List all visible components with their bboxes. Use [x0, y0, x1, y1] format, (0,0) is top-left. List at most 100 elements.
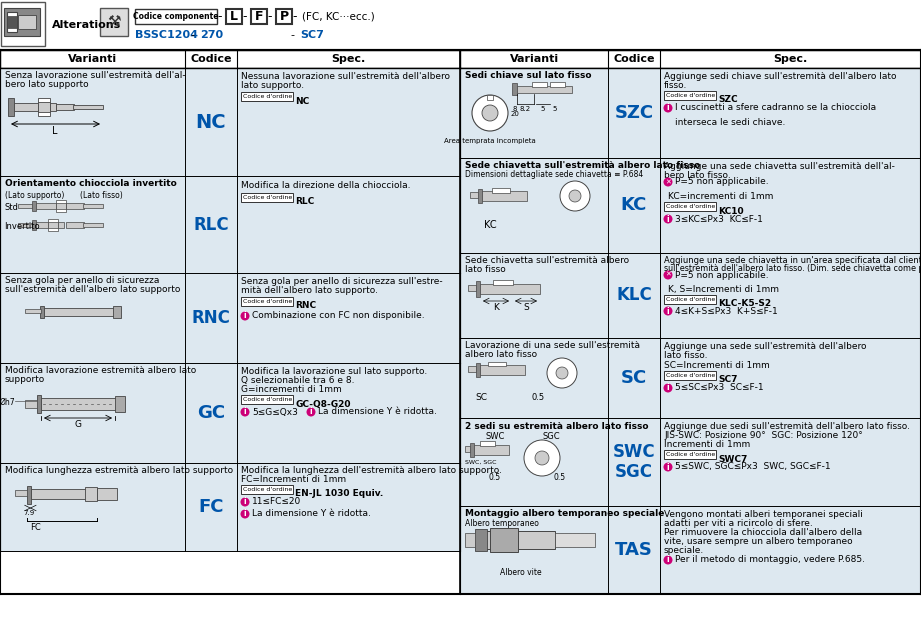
Bar [460, 253, 921, 338]
Bar [18, 204, 32, 208]
Bar [4, 8, 40, 36]
Text: P=5 non applicabile.: P=5 non applicabile. [675, 271, 769, 279]
Text: P=5 non applicabile.: P=5 non applicabile. [675, 178, 769, 186]
Bar [7, 16, 17, 28]
Bar [226, 9, 242, 24]
Text: GC-Q8-G20: GC-Q8-G20 [295, 399, 351, 409]
Bar [0, 363, 460, 463]
Bar [56, 203, 66, 209]
Text: Codice componente: Codice componente [134, 12, 219, 21]
Bar [0, 273, 460, 363]
Text: i: i [667, 104, 670, 112]
Bar [7, 12, 17, 32]
Text: Codice d'ordine: Codice d'ordine [242, 487, 292, 492]
Bar [8, 98, 14, 116]
Text: P: P [279, 10, 288, 23]
Bar [0, 176, 460, 273]
Text: SWC, SGC: SWC, SGC [465, 460, 496, 465]
Text: -: - [217, 10, 222, 23]
Text: 11≤FC≤20: 11≤FC≤20 [252, 497, 301, 507]
Bar [0, 68, 460, 176]
Circle shape [482, 105, 498, 121]
Bar [492, 188, 510, 193]
Text: La dimensione Y è ridotta.: La dimensione Y è ridotta. [318, 407, 437, 417]
Text: RLC: RLC [295, 197, 314, 207]
Text: (Lato fisso): (Lato fisso) [80, 191, 122, 200]
Text: -: - [293, 10, 297, 23]
Text: Modifica lunghezza estremità albero lato supporto: Modifica lunghezza estremità albero lato… [5, 466, 233, 475]
Bar [18, 15, 36, 29]
Text: lato supporto.: lato supporto. [241, 81, 304, 90]
Text: 7.9: 7.9 [23, 510, 35, 516]
Text: Orientamento chiocciola invertito: Orientamento chiocciola invertito [5, 179, 177, 188]
Text: Aggiunge sedi chiave sull'estremità dell'albero lato: Aggiunge sedi chiave sull'estremità dell… [664, 72, 896, 81]
Text: ✕: ✕ [665, 179, 670, 185]
Text: 0.5: 0.5 [554, 473, 566, 482]
Bar [276, 9, 292, 24]
Text: 8.2: 8.2 [519, 106, 530, 112]
Bar [241, 92, 293, 101]
Bar [32, 201, 36, 211]
Text: 0.5: 0.5 [531, 393, 544, 402]
Text: -: - [190, 30, 194, 40]
Text: K: K [493, 303, 499, 312]
Text: SZC: SZC [614, 104, 654, 122]
Text: mità dell'albero lato supporto.: mità dell'albero lato supporto. [241, 286, 378, 295]
Text: KC: KC [484, 220, 496, 230]
Text: Aggiunge una sede sull'estremità dell'albero: Aggiunge una sede sull'estremità dell'al… [664, 342, 867, 351]
Text: ✕: ✕ [665, 272, 670, 278]
Circle shape [472, 95, 508, 131]
Bar [251, 9, 267, 24]
Text: bero lato supporto: bero lato supporto [5, 80, 88, 89]
Circle shape [663, 463, 672, 471]
Text: Øh7: Øh7 [0, 398, 15, 407]
Bar [487, 95, 493, 100]
Text: 0.5: 0.5 [489, 473, 501, 482]
Circle shape [663, 104, 672, 112]
Bar [27, 486, 31, 504]
Bar [36, 222, 64, 228]
Text: sull'estremità dell'albero lato supporto: sull'estremità dell'albero lato supporto [5, 285, 181, 294]
Text: RLC: RLC [193, 215, 228, 233]
Bar [480, 365, 525, 375]
Bar [40, 306, 44, 318]
Text: -: - [268, 10, 273, 23]
Bar [73, 105, 103, 109]
Text: i: i [244, 509, 246, 519]
Text: i: i [309, 407, 312, 417]
Bar [465, 533, 475, 547]
Bar [18, 223, 32, 227]
Text: Codice d'ordine: Codice d'ordine [242, 195, 292, 200]
Text: BSSC1204: BSSC1204 [135, 30, 198, 40]
Bar [532, 82, 547, 87]
Bar [475, 529, 487, 551]
Bar [480, 284, 540, 294]
Text: RNC: RNC [295, 302, 316, 310]
Circle shape [663, 271, 672, 279]
Bar [476, 363, 480, 377]
Bar [115, 396, 125, 412]
Bar [0, 50, 460, 68]
Text: Modifica lavorazione estremità albero lato: Modifica lavorazione estremità albero la… [5, 366, 196, 375]
Text: Spec.: Spec. [332, 54, 366, 64]
Circle shape [663, 178, 672, 186]
Text: SC: SC [621, 369, 647, 387]
Text: interseca le sedi chiave.: interseca le sedi chiave. [675, 118, 786, 127]
Circle shape [663, 384, 672, 392]
Text: G: G [75, 420, 81, 429]
Text: Spec.: Spec. [774, 54, 808, 64]
Text: GC: GC [197, 404, 225, 422]
Bar [66, 222, 84, 228]
Text: Vengono montati alberi temporanei speciali: Vengono montati alberi temporanei specia… [664, 510, 863, 519]
Text: lato fisso: lato fisso [465, 265, 506, 274]
Text: NC: NC [195, 112, 227, 132]
Bar [460, 418, 921, 506]
Text: Invertito: Invertito [4, 222, 40, 231]
Bar [476, 281, 480, 297]
Text: KC=incrementi di 1mm: KC=incrementi di 1mm [668, 192, 774, 201]
Bar [241, 193, 293, 202]
Text: Codice d'ordine: Codice d'ordine [242, 397, 292, 402]
Bar [25, 309, 41, 313]
Circle shape [524, 440, 560, 476]
Text: i: i [667, 556, 670, 564]
